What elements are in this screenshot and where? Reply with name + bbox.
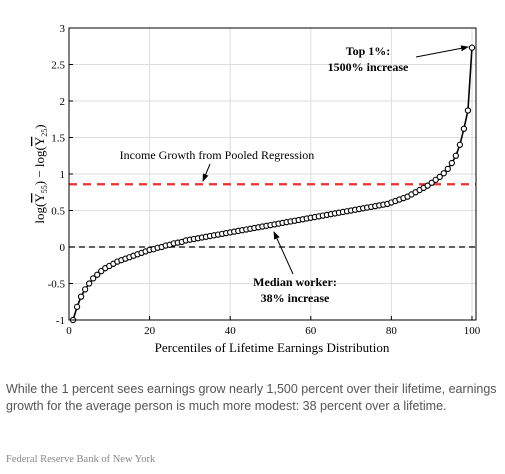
annotation-median-line1: Median worker: [253, 275, 337, 289]
x-tick-label: 20 [144, 325, 156, 337]
data-point [424, 182, 431, 189]
caption: While the 1 percent sees earnings grow n… [6, 382, 497, 413]
data-point [428, 179, 435, 186]
reference-lines [69, 183, 476, 248]
annotation-pooled-arrow [202, 163, 211, 182]
data-point [464, 107, 472, 114]
data-point [448, 159, 455, 167]
y-tick-label: 0.5 [51, 206, 65, 218]
y-tick-label: 0 [60, 242, 66, 254]
annotation-top1-line1: Top 1%: [346, 44, 391, 58]
series-group [69, 44, 476, 324]
data-point [460, 125, 468, 132]
x-tick-label: 100 [464, 325, 481, 337]
data-point [456, 141, 464, 148]
y-tick-label: -1 [56, 315, 65, 327]
annotation-pooled-regression: Income Growth from Pooled Regression [120, 148, 315, 162]
data-point [73, 303, 81, 311]
y-label-part-log1: log( [32, 203, 47, 224]
data-point [94, 271, 101, 278]
x-axis-label: Percentiles of Lifetime Earnings Distrib… [155, 340, 390, 355]
y-tick-label: 2 [60, 96, 66, 108]
ticks: 0 20 40 60 80 100 -1 -0.5 0 0.5 1 1.5 2 2.5 3 [48, 23, 481, 337]
data-point [440, 170, 447, 177]
data-point [444, 165, 451, 173]
y-tick-label: 1 [60, 169, 66, 181]
y-label-part-mid: ) − log( [32, 146, 47, 185]
annotation-median-line2: 38% increase [261, 291, 330, 305]
y-label-sub1: 55 [40, 185, 49, 193]
annotation-top1-line2: 1500% increase [328, 60, 409, 74]
y-label-part-end: ) [32, 124, 47, 128]
y-tick-label: 1.5 [51, 133, 65, 145]
data-point [85, 280, 93, 287]
data-point [432, 176, 439, 183]
data-point [98, 267, 105, 275]
data-point [81, 286, 89, 293]
y-axis-label: log(Y55) − log(Y25) [32, 124, 49, 223]
x-tick-label: 0 [66, 325, 72, 337]
x-tick-label: 40 [225, 325, 237, 337]
credit: Federal Reserve Bank of New York [6, 454, 156, 465]
x-tick-label: 60 [305, 325, 317, 337]
y-label-sub2: 25 [40, 129, 49, 137]
y-tick-label: 2.5 [51, 60, 65, 72]
annotation-top1-arrow [415, 45, 469, 58]
y-label-var2: Y [32, 136, 47, 146]
y-tick-label: -0.5 [48, 279, 66, 291]
data-point [452, 152, 460, 159]
data-point [468, 44, 476, 51]
data-point [436, 173, 443, 181]
chart: 0 20 40 60 80 100 -1 -0.5 0 0.5 1 1.5 2 2.5 3 Income G… [32, 23, 481, 355]
data-point [77, 293, 85, 300]
annotation-median-arrow [273, 231, 294, 275]
x-tick-label: 80 [386, 325, 398, 337]
data-point [90, 275, 97, 282]
y-tick-label: 3 [60, 23, 66, 35]
y-label-var1: Y [32, 193, 47, 203]
